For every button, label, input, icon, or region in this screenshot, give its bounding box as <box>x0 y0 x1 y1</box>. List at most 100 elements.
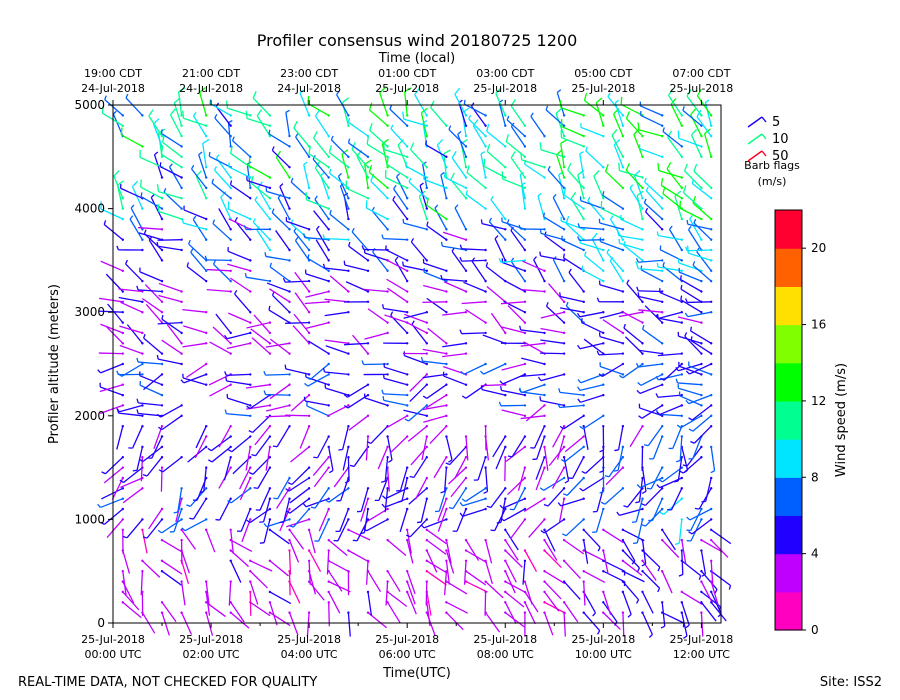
wind-barb <box>118 362 144 377</box>
barb-half-feather <box>169 163 173 168</box>
barb-half-feather <box>224 334 228 340</box>
barb-staff <box>498 102 506 126</box>
wind-barb <box>307 559 311 585</box>
wind-barb <box>618 238 644 252</box>
barb-staff <box>312 456 330 476</box>
barb-half-feather <box>182 218 184 224</box>
barb-staff <box>672 425 683 449</box>
barb-staff <box>214 169 232 189</box>
barb-half-feather <box>139 380 142 386</box>
barb-base <box>406 383 409 386</box>
barb-staff <box>599 284 624 293</box>
barb-half-feather <box>558 171 563 176</box>
barb-staff <box>306 405 329 417</box>
wind-barb <box>268 288 291 303</box>
wind-barb <box>459 507 487 517</box>
barb-base <box>523 248 527 252</box>
barb-base <box>523 321 527 324</box>
wind-barb <box>604 163 625 190</box>
barb-staff <box>215 313 232 334</box>
barb-base <box>425 570 428 573</box>
wind-barb <box>582 549 606 562</box>
wind-barb <box>226 342 252 350</box>
barb-staff <box>161 601 177 623</box>
barb-base <box>641 476 644 480</box>
barb-base <box>621 445 625 449</box>
barb-staff <box>100 363 124 374</box>
barb-base <box>141 114 144 117</box>
barb-staff <box>580 373 604 384</box>
wind-barb <box>406 528 412 554</box>
barb-staff <box>622 612 625 637</box>
barb-staff <box>705 477 712 502</box>
barb-base <box>621 466 625 469</box>
wind-barb <box>264 252 291 262</box>
barb-staff <box>279 186 291 209</box>
barb-half-feather <box>420 356 424 362</box>
barb-base <box>386 518 389 521</box>
barb-staff <box>481 223 506 230</box>
barb-base <box>406 507 409 511</box>
barb-base <box>621 124 625 127</box>
barb-base <box>661 466 664 469</box>
wind-barb <box>602 528 624 544</box>
wind-barb <box>198 151 208 179</box>
barb-half-feather <box>539 487 544 491</box>
barb-staff <box>119 404 143 413</box>
colorbar-tick-label: 16 <box>811 318 826 332</box>
barb-full-feather <box>397 139 404 146</box>
barb-staff <box>510 126 526 147</box>
barb-half-feather <box>638 415 643 419</box>
barb-half-feather <box>159 162 162 167</box>
wind-barb <box>207 445 232 463</box>
barb-staff <box>583 570 606 584</box>
barb-base <box>386 321 389 324</box>
barb-base <box>268 601 272 604</box>
wind-barb <box>445 549 455 574</box>
barb-staff <box>564 446 585 463</box>
barb-base <box>621 570 625 573</box>
barb-staff <box>246 164 251 188</box>
barb-base <box>621 300 625 303</box>
barb-staff <box>521 357 545 365</box>
barb-base <box>366 507 370 511</box>
barb-half-feather <box>382 396 385 401</box>
barb-half-feather <box>483 490 488 494</box>
wind-barb <box>427 327 448 345</box>
barb-base <box>386 445 389 449</box>
barb-base <box>602 124 605 127</box>
legend-label: 10 <box>772 132 789 147</box>
barb-base <box>661 425 664 428</box>
barb-half-feather <box>698 575 702 580</box>
wind-barb <box>426 297 448 314</box>
barb-base <box>366 134 370 138</box>
barb-base <box>562 279 566 283</box>
wind-barb <box>306 611 311 637</box>
wind-barb <box>307 254 330 272</box>
barb-staff <box>661 185 683 199</box>
wind-barb <box>656 404 683 416</box>
wind-barb <box>289 507 311 528</box>
barb-staff <box>266 282 290 293</box>
barb-base <box>204 279 208 283</box>
barb-half-feather <box>648 634 653 638</box>
barb-staff <box>641 467 647 492</box>
barb-staff <box>485 581 504 599</box>
barb-half-feather <box>224 371 227 376</box>
barb-staff <box>353 446 369 467</box>
wind-barb <box>561 518 585 537</box>
barb-base <box>504 559 507 562</box>
barb-staff <box>710 591 722 614</box>
barb-staff <box>622 550 640 569</box>
barb-staff <box>191 168 207 189</box>
barb-base <box>523 300 527 303</box>
wind-barb <box>471 257 487 283</box>
wind-barb <box>598 362 625 377</box>
barb-base <box>160 518 164 521</box>
wind-barb <box>125 93 144 117</box>
barb-staff <box>581 269 604 282</box>
wind-barb <box>655 311 683 320</box>
barb-base <box>710 507 713 511</box>
barb-half-feather <box>390 311 394 316</box>
